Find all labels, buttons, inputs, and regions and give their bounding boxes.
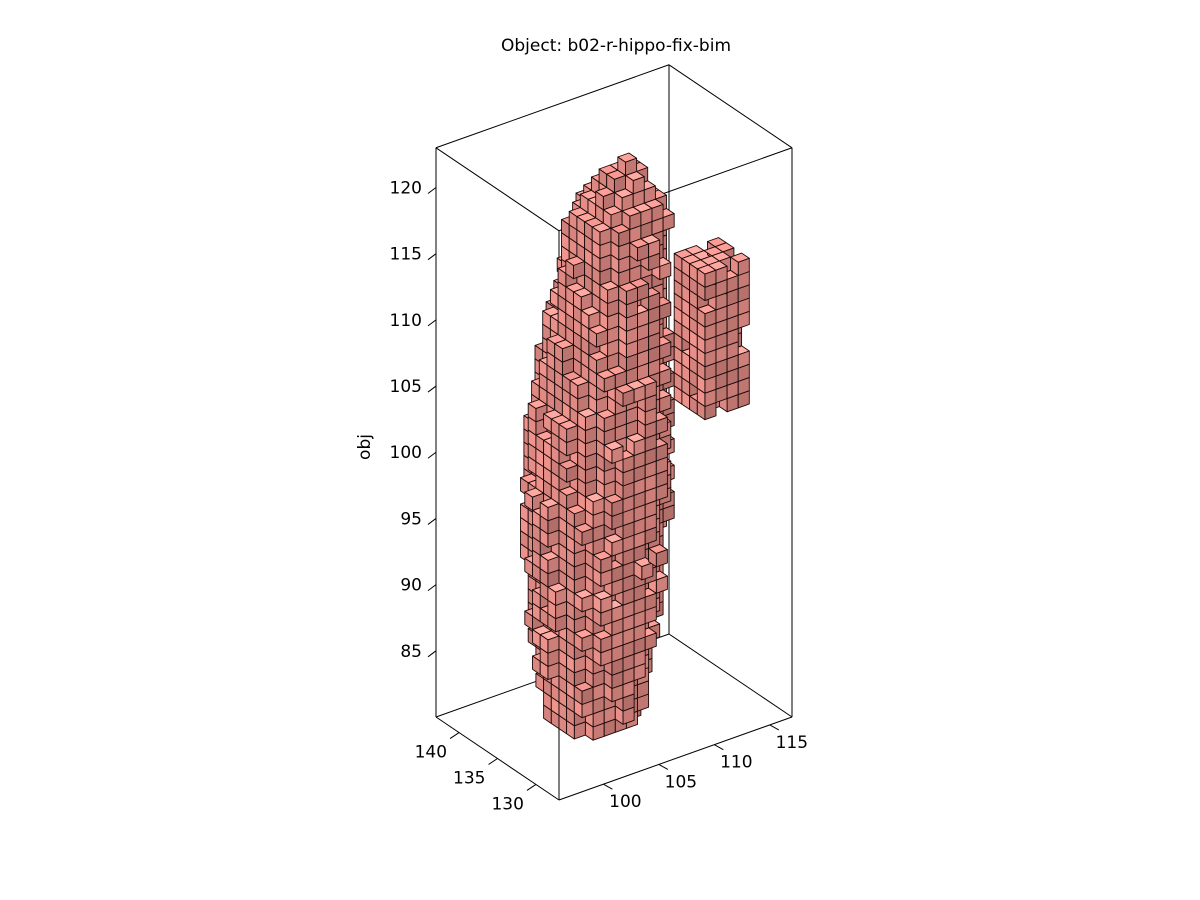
voxel-side-face (606, 173, 615, 194)
voxel-front-face (659, 394, 672, 413)
voxel-side-face (558, 423, 568, 444)
x-tick-mark (714, 744, 724, 751)
voxel-front-face (662, 213, 675, 232)
y-tick-mark (488, 758, 498, 765)
y-tick-label: 135 (453, 769, 485, 789)
voxel-side-face (573, 291, 582, 311)
voxel-front-face (655, 416, 668, 435)
x-axis: 100 105 110 115 (603, 724, 808, 812)
z-tick-label: 100 (390, 443, 422, 463)
voxel-front-face (715, 265, 728, 284)
voxel-front-face (659, 301, 672, 320)
voxel-side-face (696, 268, 706, 288)
y-tick-label: 140 (415, 743, 447, 763)
z-tick-label: 110 (390, 311, 422, 331)
y-axis: 130 135 140 (415, 732, 537, 814)
voxel-side-face (617, 156, 626, 176)
z-tick-mark (427, 584, 437, 592)
z-tick-label: 85 (400, 642, 422, 662)
x-tick-label: 105 (665, 772, 697, 792)
z-axis: 85 90 95 100 105 110 115 120 (390, 178, 437, 662)
x-tick-label: 110 (720, 753, 752, 773)
z-tick-mark (427, 187, 437, 194)
voxel-front-face (737, 350, 750, 369)
chart-title: Object: b02-r-hippo-fix-bim (501, 36, 731, 56)
y-tick-label: 130 (491, 794, 523, 814)
voxel-front-face (648, 239, 661, 258)
x-tick-mark (658, 763, 669, 770)
z-tick-label: 95 (400, 509, 422, 529)
voxel-front-face (659, 367, 672, 387)
voxel-side-face (539, 634, 549, 654)
box-edge-top-left (435, 147, 560, 232)
z-tick-mark (427, 518, 437, 525)
z-tick-mark (427, 253, 437, 261)
box-edge-top-back-y (668, 64, 793, 149)
voxel-side-face (524, 610, 533, 631)
box-edge-top-back-x (435, 64, 670, 149)
voxel-side-face (591, 226, 601, 246)
voxel-side-face (595, 190, 604, 211)
voxel-front-face (637, 283, 650, 302)
voxel-front-face (655, 443, 668, 462)
voxel-front-face (659, 341, 672, 360)
voxel-front-face (651, 203, 664, 223)
voxel-front-face (644, 632, 657, 651)
z-tick-mark (427, 451, 437, 459)
x-tick-label: 115 (776, 733, 808, 753)
voxel-side-face (565, 259, 574, 280)
voxel-side-face (554, 343, 563, 363)
voxel-side-face (524, 491, 533, 511)
voxel-front-face (644, 381, 657, 400)
y-tick-mark (526, 784, 537, 791)
z-tick-mark (427, 319, 437, 327)
voxel-object (520, 152, 750, 741)
z-tick-label: 115 (390, 245, 422, 265)
z-tick-label: 90 (400, 576, 422, 596)
z-tick-label: 105 (390, 377, 422, 397)
voxel-front-face (643, 185, 656, 204)
x-tick-label: 100 (609, 792, 641, 812)
voxel-side-face (539, 501, 549, 522)
x-tick-mark (769, 724, 780, 731)
voxel-side-face (532, 589, 541, 609)
z-tick-label: 120 (390, 178, 422, 198)
z-tick-mark (427, 650, 437, 658)
voxel-side-face (730, 256, 739, 276)
box-edge-front-bottom-x (558, 716, 793, 801)
box-edge-back-bottom-y (668, 633, 793, 718)
z-axis-label: obj (355, 434, 375, 460)
x-tick-mark (603, 783, 613, 790)
voxel-side-face (569, 380, 579, 400)
y-tick-mark (449, 732, 460, 739)
voxel-side-face (557, 267, 567, 288)
voxel-side-face (527, 402, 537, 423)
z-tick-mark (427, 385, 437, 393)
